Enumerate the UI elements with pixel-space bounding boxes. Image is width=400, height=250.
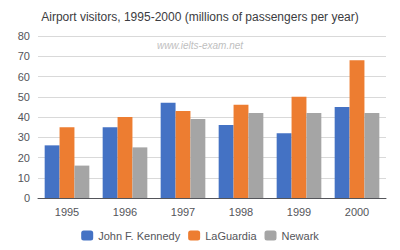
svg-text:Newark: Newark xyxy=(282,230,320,242)
svg-text:40: 40 xyxy=(18,111,30,123)
svg-text:1998: 1998 xyxy=(229,206,253,218)
svg-text:60: 60 xyxy=(18,71,30,83)
svg-text:0: 0 xyxy=(24,192,30,204)
svg-text:10: 10 xyxy=(18,172,30,184)
svg-text:80: 80 xyxy=(18,30,30,42)
svg-text:50: 50 xyxy=(18,91,30,103)
svg-text:www.ielts-exam.net: www.ielts-exam.net xyxy=(157,40,244,51)
svg-text:70: 70 xyxy=(18,50,30,62)
svg-text:30: 30 xyxy=(18,131,30,143)
svg-text:John F. Kennedy: John F. Kennedy xyxy=(98,230,180,242)
svg-text:1996: 1996 xyxy=(113,206,137,218)
svg-text:20: 20 xyxy=(18,152,30,164)
svg-text:1997: 1997 xyxy=(171,206,195,218)
svg-text:1999: 1999 xyxy=(287,206,311,218)
svg-text:Airport visitors, 1995-2000 (m: Airport visitors, 1995-2000 (millions of… xyxy=(41,10,358,24)
svg-text:2000: 2000 xyxy=(345,206,369,218)
svg-text:LaGuardia: LaGuardia xyxy=(205,230,257,242)
svg-text:1995: 1995 xyxy=(55,206,79,218)
